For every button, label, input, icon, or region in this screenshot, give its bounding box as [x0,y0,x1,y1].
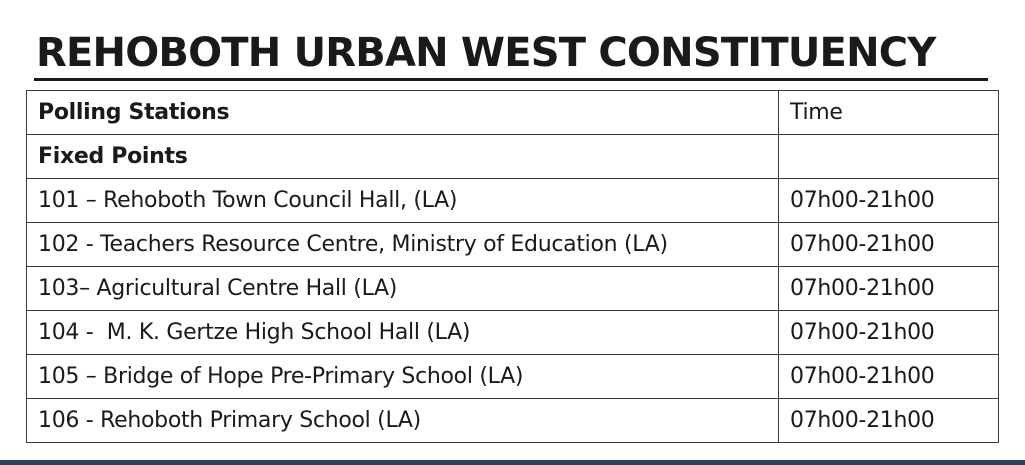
station-name: 102 - Teachers Resource Centre, Ministry… [26,222,779,267]
table-row: 101 – Rehoboth Town Council Hall, (LA) 0… [26,178,999,223]
polling-stations-table: Polling Stations Time Fixed Points 101 –… [26,90,999,443]
section-fixed-points: Fixed Points [26,134,779,179]
station-name: 104 - M. K. Gertze High School Hall (LA) [26,310,779,355]
station-time: 07h00-21h00 [778,266,999,311]
station-time: 07h00-21h00 [778,354,999,399]
table-row: 102 - Teachers Resource Centre, Ministry… [26,222,999,267]
table-header-row: Polling Stations Time [26,90,999,135]
table-row: 103– Agricultural Centre Hall (LA) 07h00… [26,266,999,311]
section-time-empty [778,134,999,179]
station-time: 07h00-21h00 [778,398,999,443]
station-name: 103– Agricultural Centre Hall (LA) [26,266,779,311]
table-row: 105 – Bridge of Hope Pre-Primary School … [26,354,999,399]
section-row: Fixed Points [26,134,999,179]
table-row: 106 - Rehoboth Primary School (LA) 07h00… [26,398,999,443]
page-title: REHOBOTH URBAN WEST CONSTITUENCY [36,30,936,76]
station-time: 07h00-21h00 [778,310,999,355]
table-row: 104 - M. K. Gertze High School Hall (LA)… [26,310,999,355]
title-underline [34,78,988,81]
station-name: 106 - Rehoboth Primary School (LA) [26,398,779,443]
header-time: Time [778,90,999,135]
header-polling-stations: Polling Stations [26,90,779,135]
station-name: 101 – Rehoboth Town Council Hall, (LA) [26,178,779,223]
bottom-bar [0,460,1025,465]
station-time: 07h00-21h00 [778,178,999,223]
station-time: 07h00-21h00 [778,222,999,267]
station-name: 105 – Bridge of Hope Pre-Primary School … [26,354,779,399]
